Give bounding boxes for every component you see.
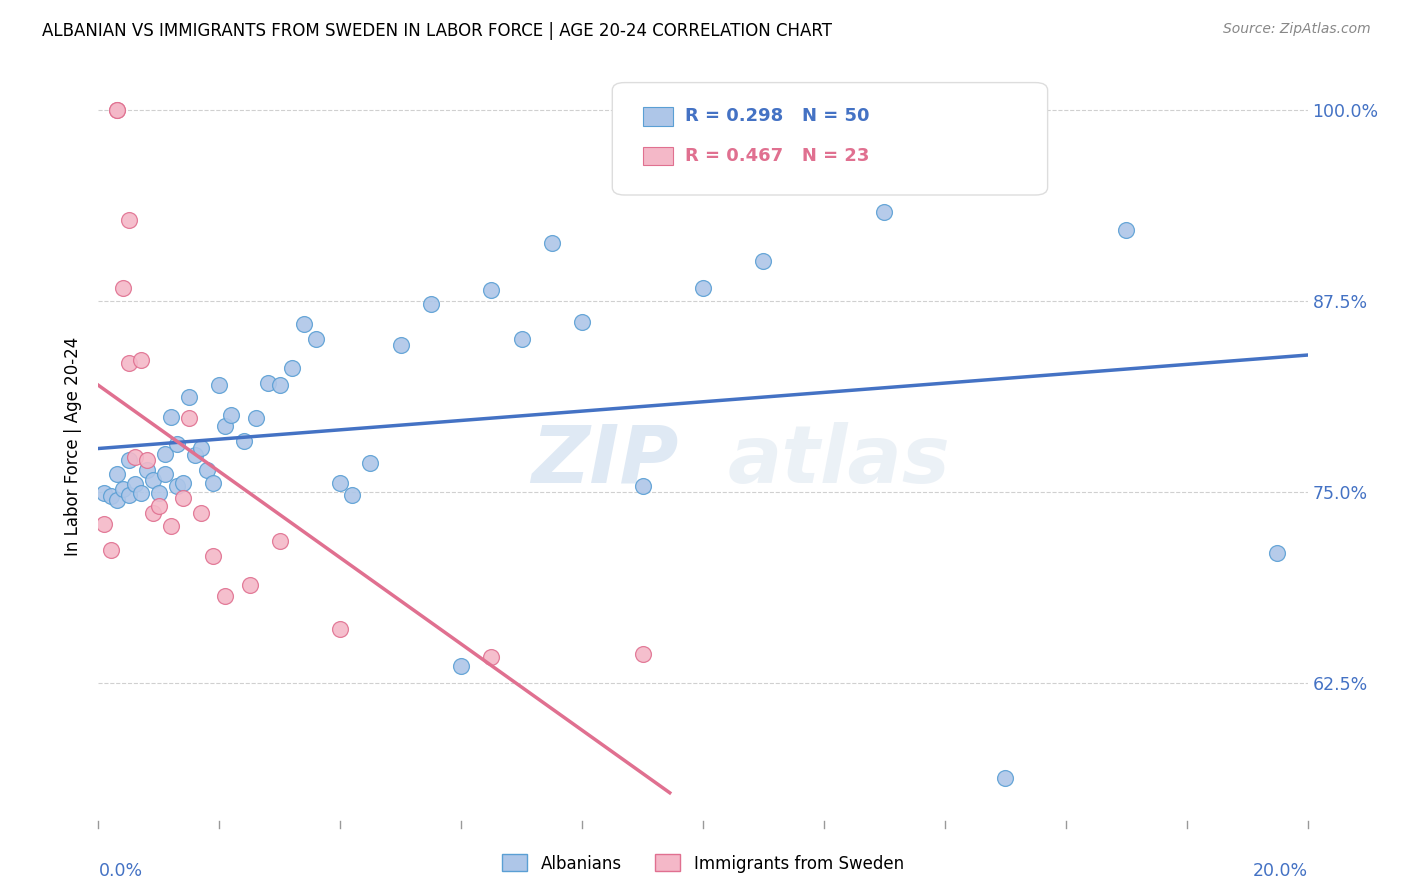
Text: 20.0%: 20.0% (1253, 862, 1308, 880)
Point (179, 411, 201, 425)
Point (510, 332, 533, 346)
Text: ALBANIAN VS IMMIGRANTS FROM SWEDEN IN LABOR FORCE | AGE 20-24 CORRELATION CHART: ALBANIAN VS IMMIGRANTS FROM SWEDEN IN LA… (42, 22, 832, 40)
Point (135, 452, 157, 467)
Point (100, 543, 122, 558)
Point (269, 533, 291, 548)
Point (1115, 223, 1137, 237)
Point (172, 475, 194, 490)
Legend: Albanians, Immigrants from Sweden: Albanians, Immigrants from Sweden (496, 847, 910, 880)
Text: atlas: atlas (727, 422, 950, 500)
Point (172, 491, 194, 505)
Point (190, 506, 212, 520)
Point (142, 506, 165, 520)
Point (221, 409, 243, 423)
Point (166, 437, 188, 451)
Point (631, 479, 654, 493)
Text: R = 0.298   N = 50: R = 0.298 N = 50 (685, 107, 869, 125)
Point (214, 589, 236, 603)
Point (111, 281, 134, 295)
Bar (643, 107, 673, 126)
Point (129, 486, 152, 500)
Point (118, 356, 141, 370)
Point (166, 479, 188, 493)
Point (105, 103, 128, 117)
Point (292, 317, 315, 331)
Point (232, 434, 254, 449)
Point (214, 419, 236, 434)
Point (540, 235, 562, 250)
Point (208, 377, 231, 392)
Point (135, 463, 157, 477)
Point (389, 338, 412, 352)
Point (420, 297, 443, 311)
Y-axis label: In Labor Force | Age 20-24: In Labor Force | Age 20-24 (65, 336, 83, 556)
Point (202, 549, 225, 563)
Bar (643, 146, 673, 165)
Point (105, 492, 128, 507)
Point (256, 376, 278, 391)
Point (631, 647, 654, 661)
Point (105, 467, 128, 481)
Point (269, 377, 291, 392)
Point (118, 212, 141, 227)
Point (179, 390, 201, 404)
Point (93, 516, 115, 531)
Point (195, 463, 218, 477)
Point (142, 473, 165, 487)
Point (329, 623, 352, 637)
Text: ZIP: ZIP (531, 422, 679, 500)
FancyBboxPatch shape (613, 83, 1047, 195)
Point (571, 315, 593, 329)
Point (118, 488, 141, 502)
Point (105, 103, 128, 117)
Point (129, 353, 152, 368)
Point (124, 477, 146, 491)
Point (153, 447, 176, 461)
Point (184, 448, 207, 462)
Point (160, 409, 183, 424)
Point (160, 518, 183, 533)
Point (190, 441, 212, 455)
Point (111, 482, 134, 496)
Point (148, 499, 170, 513)
Point (281, 361, 304, 376)
Point (153, 467, 176, 481)
Point (93, 486, 115, 500)
Point (1267, 546, 1289, 560)
Point (752, 254, 775, 268)
Text: R = 0.467   N = 23: R = 0.467 N = 23 (685, 147, 869, 165)
Point (245, 411, 267, 425)
Point (124, 450, 146, 464)
Point (692, 281, 714, 295)
Point (305, 332, 328, 346)
Point (873, 205, 896, 219)
Text: 0.0%: 0.0% (98, 862, 142, 880)
Point (202, 475, 225, 490)
Text: Source: ZipAtlas.com: Source: ZipAtlas.com (1223, 22, 1371, 37)
Point (342, 488, 364, 502)
Point (239, 578, 262, 592)
Point (118, 452, 141, 467)
Point (148, 486, 170, 500)
Point (329, 475, 352, 490)
Point (360, 456, 382, 470)
Point (994, 771, 1017, 785)
Point (450, 659, 472, 673)
Point (481, 283, 503, 297)
Point (100, 490, 122, 504)
Point (481, 650, 503, 665)
